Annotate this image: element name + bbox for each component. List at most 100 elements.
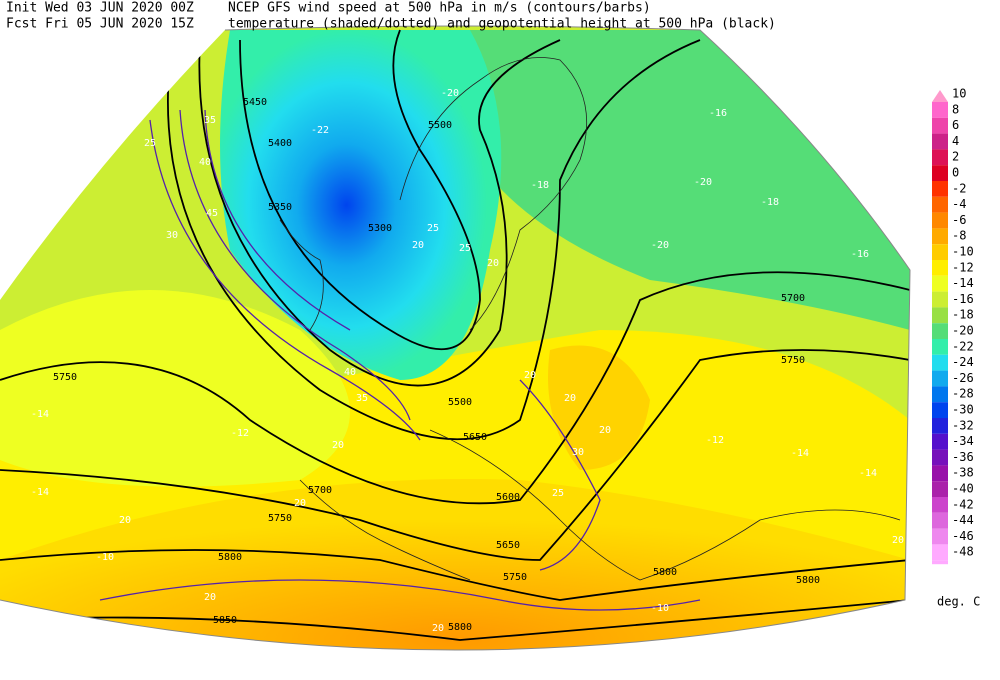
colorbar-swatch bbox=[932, 212, 948, 229]
temperature-label: -18 bbox=[761, 197, 779, 208]
colorbar-swatch bbox=[932, 117, 948, 134]
colorbar-label: -30 bbox=[952, 403, 974, 417]
colorbar-label: -22 bbox=[952, 339, 974, 353]
wind-label: 20 bbox=[892, 535, 904, 546]
wind-label: 40 bbox=[344, 367, 356, 378]
height-label: 5750 bbox=[781, 355, 805, 366]
colorbar-label: -42 bbox=[952, 497, 974, 511]
wind-label: 20 bbox=[524, 370, 536, 381]
wind-label: 25 bbox=[144, 138, 156, 149]
colorbar-label: -20 bbox=[952, 324, 974, 338]
height-label: 5700 bbox=[781, 293, 805, 304]
colorbar-label: 10 bbox=[952, 87, 966, 101]
colorbar-swatch bbox=[932, 560, 948, 565]
height-label: 5400 bbox=[268, 138, 292, 149]
height-label: 5700 bbox=[308, 485, 332, 496]
colorbar-label: -26 bbox=[952, 371, 974, 385]
colorbar-label: -8 bbox=[952, 229, 966, 243]
colorbar-swatch bbox=[932, 497, 948, 513]
colorbar-swatch bbox=[932, 307, 948, 324]
colorbar-label: 2 bbox=[952, 150, 959, 164]
colorbar-label: -24 bbox=[952, 355, 974, 369]
colorbar-swatch bbox=[932, 481, 948, 497]
height-label: 5800 bbox=[218, 552, 242, 563]
colorbar-label: -12 bbox=[952, 260, 974, 274]
shade-north bbox=[450, 30, 910, 330]
wind-label: 20 bbox=[332, 440, 344, 451]
colorbar-label: -36 bbox=[952, 450, 974, 464]
colorbar-label: 4 bbox=[952, 134, 959, 148]
colorbar-label: -44 bbox=[952, 513, 974, 527]
wind-label: 25 bbox=[459, 243, 471, 254]
colorbar-label: -4 bbox=[952, 197, 966, 211]
colorbar-label: -14 bbox=[952, 276, 974, 290]
colorbar-swatch bbox=[932, 275, 948, 292]
colorbar-swatch bbox=[932, 465, 948, 482]
height-label: 5350 bbox=[268, 202, 292, 213]
temperature-label: -14 bbox=[31, 409, 49, 420]
wind-label: 35 bbox=[204, 115, 216, 126]
colorbar-label: -32 bbox=[952, 418, 974, 432]
temperature-label: -22 bbox=[311, 125, 329, 136]
height-label: 5800 bbox=[448, 622, 472, 633]
height-label: 5650 bbox=[496, 540, 520, 551]
colorbar-label: -16 bbox=[952, 292, 974, 306]
wind-label: 30 bbox=[166, 230, 178, 241]
colorbar-swatch bbox=[932, 370, 948, 387]
wind-label: 20 bbox=[204, 592, 216, 603]
colorbar-label: -40 bbox=[952, 482, 974, 496]
height-label: 5750 bbox=[503, 572, 527, 583]
wind-label: 20 bbox=[432, 623, 444, 634]
colorbar-label: -6 bbox=[952, 213, 966, 227]
colorbar-label: -38 bbox=[952, 466, 974, 480]
wind-label: 35 bbox=[356, 393, 368, 404]
colorbar-swatch bbox=[932, 323, 948, 339]
wind-label: 20 bbox=[294, 498, 306, 509]
colorbar-unit: deg. C bbox=[937, 595, 980, 609]
shade-balkan bbox=[548, 345, 650, 470]
colorbar-swatch bbox=[932, 449, 948, 466]
colorbar-label: -18 bbox=[952, 308, 974, 322]
height-label: 5650 bbox=[463, 432, 487, 443]
temperature-label: -16 bbox=[851, 249, 869, 260]
colorbar-swatch bbox=[932, 165, 948, 181]
colorbar-swatch bbox=[932, 196, 948, 213]
colorbar-swatch bbox=[932, 133, 948, 150]
wind-label: 45 bbox=[206, 208, 218, 219]
colorbar-label: 6 bbox=[952, 118, 959, 132]
height-label: 5500 bbox=[448, 397, 472, 408]
wind-label: 20 bbox=[599, 425, 611, 436]
colorbar-swatch bbox=[932, 149, 948, 166]
wind-label: 40 bbox=[199, 157, 211, 168]
colorbar-swatch bbox=[932, 102, 948, 118]
colorbar-label: -2 bbox=[952, 181, 966, 195]
colorbar-swatch bbox=[932, 354, 948, 371]
header-fields: temperature (shaded/dotted) and geopoten… bbox=[228, 17, 776, 32]
wind-label: 20 bbox=[439, 657, 451, 668]
wind-label: 25 bbox=[427, 223, 439, 234]
header-product: NCEP GFS wind speed at 500 hPa in m/s (c… bbox=[228, 1, 651, 16]
colorbar-swatch bbox=[932, 260, 948, 276]
wind-label: 20 bbox=[487, 258, 499, 269]
height-label: 5800 bbox=[653, 567, 677, 578]
map-border bbox=[0, 25, 911, 651]
colorbar-swatch bbox=[932, 181, 948, 197]
colorbar-swatch bbox=[932, 512, 948, 529]
height-label: 5750 bbox=[268, 513, 292, 524]
temperature-label: -12 bbox=[706, 435, 724, 446]
header-forecast: Fcst Fri 05 JUN 2020 15Z bbox=[6, 17, 194, 32]
height-label: 5300 bbox=[368, 223, 392, 234]
temperature-label: -20 bbox=[441, 88, 459, 99]
wind-label: 20 bbox=[119, 515, 131, 526]
colorbar-swatch bbox=[932, 291, 948, 308]
wind-label: 25 bbox=[552, 488, 564, 499]
colorbar-swatch bbox=[932, 386, 948, 403]
colorbar-label: -46 bbox=[952, 529, 974, 543]
wind-label: 30 bbox=[572, 447, 584, 458]
height-label: 5850 bbox=[213, 615, 237, 626]
height-label: 5800 bbox=[796, 575, 820, 586]
temperature-label: -16 bbox=[709, 108, 727, 119]
temperature-label: -20 bbox=[651, 240, 669, 251]
wind-label: 20 bbox=[564, 393, 576, 404]
